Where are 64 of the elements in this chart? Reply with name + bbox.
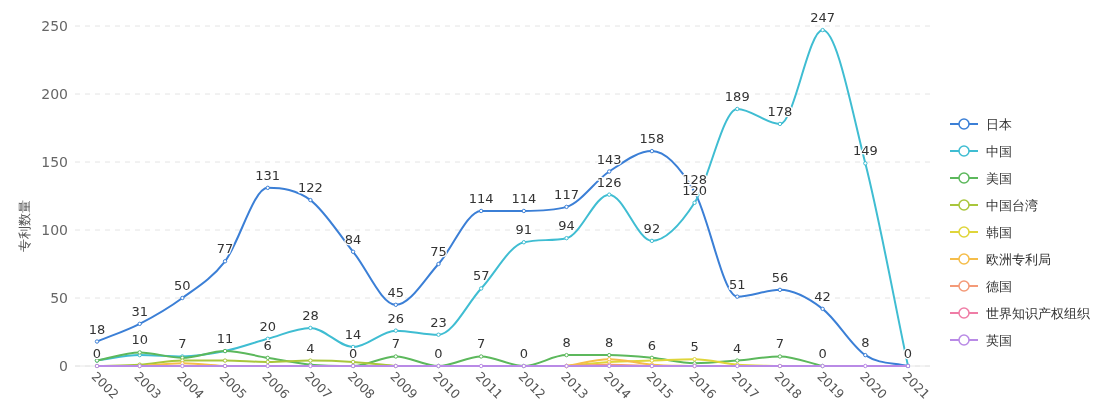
data-label: 26 xyxy=(387,310,405,326)
data-label: 8 xyxy=(861,335,870,351)
legend-label: 世界知识产权组织 xyxy=(986,305,1090,321)
data-label: 0 xyxy=(818,346,827,361)
data-label: 0 xyxy=(348,346,358,361)
data-label: 31 xyxy=(131,303,148,319)
data-label: 8 xyxy=(562,335,571,351)
data-label: 122 xyxy=(298,180,323,196)
legend-label: 美国 xyxy=(986,170,1012,186)
data-label: 8 xyxy=(605,335,614,351)
data-label: 7 xyxy=(775,336,785,352)
y-tick-label: 200 xyxy=(41,86,68,102)
data-label: 56 xyxy=(771,269,789,285)
data-label: 92 xyxy=(643,220,661,236)
y-tick-label: 50 xyxy=(50,290,68,306)
data-label: 0 xyxy=(92,346,102,361)
data-label: 0 xyxy=(519,346,528,361)
data-label: 10 xyxy=(131,332,148,348)
data-label: 6 xyxy=(647,337,657,353)
data-label: 0 xyxy=(434,346,443,361)
data-label: 114 xyxy=(468,190,494,206)
data-label: 7 xyxy=(477,336,486,352)
data-label: 158 xyxy=(639,131,665,147)
data-label: 42 xyxy=(814,288,831,304)
legend-label: 韩国 xyxy=(986,224,1012,240)
data-label: 51 xyxy=(728,276,746,292)
data-label: 28 xyxy=(302,307,319,323)
legend-label: 中国台湾 xyxy=(986,197,1038,213)
y-axis-title: 专利数量 xyxy=(16,200,32,252)
data-label: 77 xyxy=(216,241,234,257)
data-label: 84 xyxy=(344,231,362,247)
legend-label: 欧洲专利局 xyxy=(986,251,1051,267)
y-tick-label: 250 xyxy=(41,18,68,34)
data-label: 7 xyxy=(391,336,400,352)
data-label: 7 xyxy=(178,336,187,352)
data-label: 45 xyxy=(387,284,405,300)
data-label: 75 xyxy=(430,244,447,259)
data-label: 143 xyxy=(596,151,622,167)
data-label: 117 xyxy=(554,186,579,202)
legend-label: 中国 xyxy=(986,143,1012,159)
data-label: 126 xyxy=(596,174,622,190)
data-label: 247 xyxy=(810,10,836,26)
data-label: 131 xyxy=(255,167,281,183)
data-label: 94 xyxy=(558,218,575,234)
data-label: 4 xyxy=(306,340,315,356)
y-tick-label: 0 xyxy=(59,358,68,374)
data-label: 5 xyxy=(690,339,699,355)
data-label: 57 xyxy=(472,268,490,284)
data-label: 11 xyxy=(216,331,234,347)
y-tick-label: 100 xyxy=(41,222,68,238)
data-label: 91 xyxy=(515,222,533,238)
data-label: 189 xyxy=(724,88,750,104)
data-label: 6 xyxy=(263,337,272,353)
legend-label: 英国 xyxy=(986,332,1012,348)
data-label: 20 xyxy=(259,318,277,334)
data-label: 114 xyxy=(511,190,537,206)
data-label: 18 xyxy=(88,321,106,337)
data-label: 50 xyxy=(174,278,191,293)
legend-label: 德国 xyxy=(986,278,1012,294)
y-tick-label: 150 xyxy=(41,154,68,170)
data-label: 23 xyxy=(430,314,447,330)
legend-label: 日本 xyxy=(986,116,1012,132)
data-label: 4 xyxy=(733,340,742,356)
data-label: 14 xyxy=(344,326,362,342)
